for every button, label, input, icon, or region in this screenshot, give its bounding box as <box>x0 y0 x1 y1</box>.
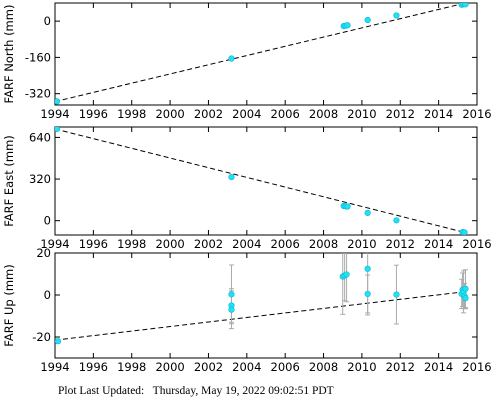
data-point <box>462 285 469 292</box>
y-axis-label: FARF North (mm) <box>2 5 16 104</box>
plot-updated-label: Plot Last Updated: <box>58 385 145 397</box>
x-tick-label: 2000 <box>155 107 184 121</box>
x-tick-label: 1994 <box>40 107 69 121</box>
x-tick-label: 2012 <box>386 237 415 251</box>
x-tick-label: 2006 <box>271 237 300 251</box>
x-tick-label: 1998 <box>117 360 146 374</box>
y-tick-label: -320 <box>25 87 51 101</box>
data-point <box>228 55 235 62</box>
data-point <box>364 209 371 216</box>
data-point <box>393 12 400 19</box>
data-point <box>343 271 350 278</box>
y-tick-label: 0 <box>44 14 51 28</box>
data-point <box>393 217 400 224</box>
panel-3: 1994 1996 1998 2000 2002 2004 2006 2008 2010 2012… <box>2 246 492 374</box>
data-point <box>461 229 468 235</box>
x-tick-label: 2008 <box>309 360 338 374</box>
data-point <box>364 265 371 272</box>
data-point <box>55 98 61 105</box>
trend-line <box>55 291 464 341</box>
x-tick-label: 2004 <box>232 360 261 374</box>
data-point <box>364 16 371 24</box>
trend-line <box>55 128 464 233</box>
plot-updated-footer: Plot Last Updated: Thursday, May 19, 202… <box>58 385 334 397</box>
x-tick-label: 2000 <box>155 237 184 251</box>
x-tick-label: 1996 <box>79 107 108 121</box>
x-tick-label: 2016 <box>462 237 491 251</box>
x-tick-label: 2014 <box>424 360 453 374</box>
y-tick-label: 640 <box>29 130 51 144</box>
x-tick-label: 2014 <box>424 237 453 251</box>
plot-area <box>55 127 468 235</box>
x-tick-label: 2006 <box>271 360 300 374</box>
data-point <box>344 22 351 29</box>
x-tick-label: 2002 <box>194 107 223 121</box>
y-axis-label: FARF Up (mm) <box>2 264 16 346</box>
x-tick-label: 2000 <box>155 360 184 374</box>
x-tick-label: 2002 <box>194 360 223 374</box>
x-tick-label: 2010 <box>347 360 376 374</box>
x-tick-label: 2012 <box>386 107 415 121</box>
data-point <box>228 291 235 298</box>
y-tick-label: 0 <box>44 288 51 302</box>
plot-frame <box>54 252 478 359</box>
panel-2: 1994 1996 1998 2000 2002 2004 2006 2008 2010 2012… <box>2 126 492 251</box>
x-tick-label: 1996 <box>79 237 108 251</box>
x-tick-label: 1998 <box>117 107 146 121</box>
x-tick-label: 1998 <box>117 237 146 251</box>
x-tick-label: 2010 <box>347 107 376 121</box>
data-point <box>55 127 61 133</box>
data-point <box>364 290 371 298</box>
data-point <box>462 3 469 8</box>
x-tick-label: 2012 <box>386 360 415 374</box>
x-tick-label: 2004 <box>232 107 261 121</box>
x-tick-label: 2002 <box>194 237 223 251</box>
data-point <box>393 291 400 298</box>
data-point <box>462 295 469 302</box>
plot-frame <box>54 2 478 106</box>
x-tick-label: 2016 <box>462 107 491 121</box>
plot-area <box>55 3 469 105</box>
x-tick-label: 2016 <box>462 360 491 374</box>
y-tick-label: 0 <box>44 214 51 228</box>
data-point <box>344 203 351 210</box>
y-tick-label: 320 <box>29 172 51 186</box>
trend-line <box>55 3 464 103</box>
plot-frame <box>54 126 478 236</box>
x-tick-label: 1996 <box>79 360 108 374</box>
x-tick-label: 1994 <box>40 360 69 374</box>
x-tick-label: 2014 <box>424 107 453 121</box>
data-point <box>55 338 61 345</box>
x-tick-label: 2008 <box>309 237 338 251</box>
x-tick-label: 2004 <box>232 237 261 251</box>
y-tick-label: -20 <box>32 330 51 344</box>
plot-updated-timestamp: Thursday, May 19, 2022 09:02:51 PDT <box>152 385 334 397</box>
x-tick-label: 2010 <box>347 237 376 251</box>
data-point <box>228 173 235 181</box>
y-axis-label: FARF East (mm) <box>2 135 16 227</box>
x-tick-label: 2006 <box>271 107 300 121</box>
x-tick-label: 2008 <box>309 107 338 121</box>
plot-area <box>55 253 469 345</box>
data-point <box>228 306 235 313</box>
y-tick-label: 20 <box>36 246 51 260</box>
panel-1: 1994 1996 1998 2000 2002 2004 2006 2008 2010 2012… <box>2 2 492 121</box>
y-tick-label: -160 <box>25 50 51 64</box>
x-tick-label: 1994 <box>40 237 69 251</box>
